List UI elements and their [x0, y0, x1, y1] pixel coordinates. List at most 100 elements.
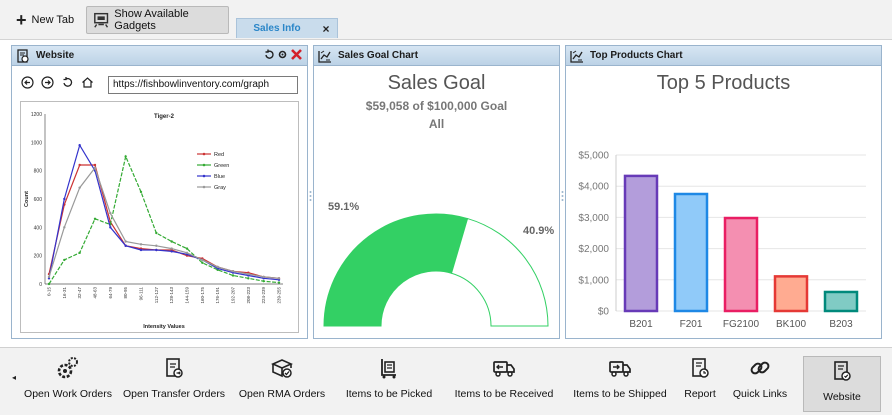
items-to-be-shipped-button[interactable]: Items to be Shipped: [570, 356, 670, 410]
plus-icon: +: [16, 10, 27, 30]
open-work-orders-label: Open Work Orders: [24, 388, 112, 400]
scroll-left-icon[interactable]: ◂: [12, 373, 17, 382]
graph-y-tick-label: 800: [34, 169, 43, 175]
graph-x-tick-label: 64-79: [108, 287, 113, 299]
bar-y-tick-label: $5,000: [578, 151, 609, 162]
histogram-chart: 0 200 400 600 800 1000 1200 0-15 16-31 32-47 48-63…: [24, 112, 283, 330]
website-panel-header: Website: [12, 46, 307, 66]
sales-goal-gauge: [323, 213, 549, 327]
sales-goal-heading: Sales Goal: [387, 72, 486, 94]
bar-x-tick-label: FG2100: [723, 319, 760, 330]
graph-series-line: [48, 164, 280, 279]
items-to-be-received-button[interactable]: Items to be Received: [448, 356, 560, 410]
graph-data-point: [155, 244, 158, 247]
graph-data-point: [109, 211, 112, 215]
graph-series-line: [48, 154, 280, 285]
website-gadget-button[interactable]: Website: [803, 356, 881, 412]
sales-goal-panel-title: Sales Goal Chart: [338, 50, 419, 61]
graph-legend-label: Blue: [214, 174, 225, 180]
graph-x-tick-label: 0-15: [47, 287, 52, 297]
report-button[interactable]: Report: [680, 356, 720, 410]
splitter-handle[interactable]: [309, 190, 312, 202]
graph-x-tick-label: 160-175: [200, 287, 205, 304]
tab-sales-info-label: Sales Info: [253, 23, 301, 34]
gears-icon: [56, 356, 80, 380]
pick-cart-icon: [377, 356, 401, 380]
items-to-be-picked-button[interactable]: Items to be Picked: [340, 356, 438, 410]
graph-x-tick-label: 128-143: [169, 287, 174, 304]
graph-data-point: [216, 265, 219, 269]
graph-x-tick-label: 144-159: [185, 287, 190, 304]
rma-box-icon: [270, 356, 294, 380]
forward-icon[interactable]: [40, 75, 54, 89]
bar-x-tick-label: BK100: [776, 319, 806, 330]
back-icon[interactable]: [20, 75, 34, 89]
graph-data-point: [262, 279, 265, 283]
browser-nav: [20, 75, 94, 89]
graph-legend-label: Gray: [214, 185, 226, 191]
bar-y-tick-label: $4,000: [578, 182, 609, 193]
quick-links-label: Quick Links: [732, 388, 788, 400]
graph-title: Tiger-2: [154, 114, 175, 120]
link-icon: [748, 356, 772, 380]
close-gadget-icon[interactable]: [290, 48, 303, 61]
open-transfer-orders-button[interactable]: Open Transfer Orders: [120, 356, 228, 410]
graph-data-point: [78, 186, 81, 189]
splitter-handle[interactable]: [561, 190, 564, 202]
new-tab-button[interactable]: + New Tab: [10, 6, 80, 34]
transfer-doc-icon: [162, 356, 186, 380]
graph-y-tick-label: 600: [34, 197, 43, 203]
graph-data-point: [155, 231, 158, 235]
home-icon[interactable]: [80, 75, 94, 89]
graph-data-point: [139, 190, 143, 194]
product-bar[interactable]: [623, 174, 659, 313]
graph-data-point: [139, 243, 143, 246]
ship-truck-icon: [608, 356, 632, 380]
graph-data-point: [63, 197, 66, 201]
open-rma-orders-button[interactable]: Open RMA Orders: [236, 356, 328, 410]
graph-x-tick-label: 224-239: [261, 287, 266, 304]
graph-data-point: [170, 240, 173, 243]
graph-data-point: [170, 250, 173, 253]
graph-data-point: [78, 143, 81, 147]
graph-x-tick-label: 208-223: [246, 287, 251, 304]
bar-y-tick-label: $1,000: [578, 275, 609, 286]
items-to-be-shipped-label: Items to be Shipped: [573, 388, 667, 400]
product-bar[interactable]: [823, 290, 859, 313]
product-bar[interactable]: [773, 275, 809, 313]
graph-data-point: [201, 258, 204, 262]
tab-sales-info[interactable]: Sales Info ×: [236, 18, 338, 38]
graph-y-axis-label: Count: [24, 191, 30, 207]
graph-legend-marker: [202, 152, 206, 156]
show-gadgets-button[interactable]: Show Available Gadgets: [86, 6, 229, 34]
graph-y-tick-label: 1200: [31, 112, 42, 118]
top-products-bar-chart: $0 $1,000 $2,000 $3,000 $4,000 $5,000 B201 F201…: [578, 151, 866, 330]
new-tab-label: New Tab: [31, 14, 75, 26]
graph-data-point: [78, 163, 81, 167]
open-rma-orders-label: Open RMA Orders: [238, 388, 326, 400]
items-to-be-picked-label: Items to be Picked: [345, 388, 433, 400]
open-transfer-orders-label: Open Transfer Orders: [122, 388, 226, 400]
graph-x-tick-label: 192-207: [231, 287, 236, 304]
top-products-panel: Top Products Chart Top 5 Products $0 $1,0…: [565, 45, 882, 339]
tab-close-icon[interactable]: ×: [322, 21, 330, 36]
graph-x-tick-label: 48-63: [93, 287, 98, 299]
graph-x-tick-label: 112-127: [154, 287, 159, 304]
product-bar[interactable]: [673, 192, 709, 313]
graph-y-tick-label: 400: [34, 225, 43, 231]
product-bar[interactable]: [723, 216, 759, 313]
refresh-gadget-icon[interactable]: [264, 49, 275, 60]
url-input[interactable]: https://fishbowlinventory.com/graph: [108, 76, 298, 94]
reload-icon[interactable]: [60, 75, 74, 89]
quick-actions-bar: ◂ Open Work Orders Open Transfer Orders …: [0, 347, 892, 415]
bar-y-tick-label: $3,000: [578, 213, 609, 224]
chart-gadget-icon: [318, 50, 331, 63]
graph-series-line: [48, 143, 280, 281]
settings-gadget-icon[interactable]: [277, 49, 288, 60]
graph-data-point: [277, 281, 281, 284]
graph-data-point: [124, 240, 127, 243]
graph-data-point: [63, 226, 66, 229]
open-work-orders-button[interactable]: Open Work Orders: [20, 356, 116, 410]
quick-links-button[interactable]: Quick Links: [728, 356, 792, 410]
gauge-remaining-slice: [450, 217, 549, 327]
